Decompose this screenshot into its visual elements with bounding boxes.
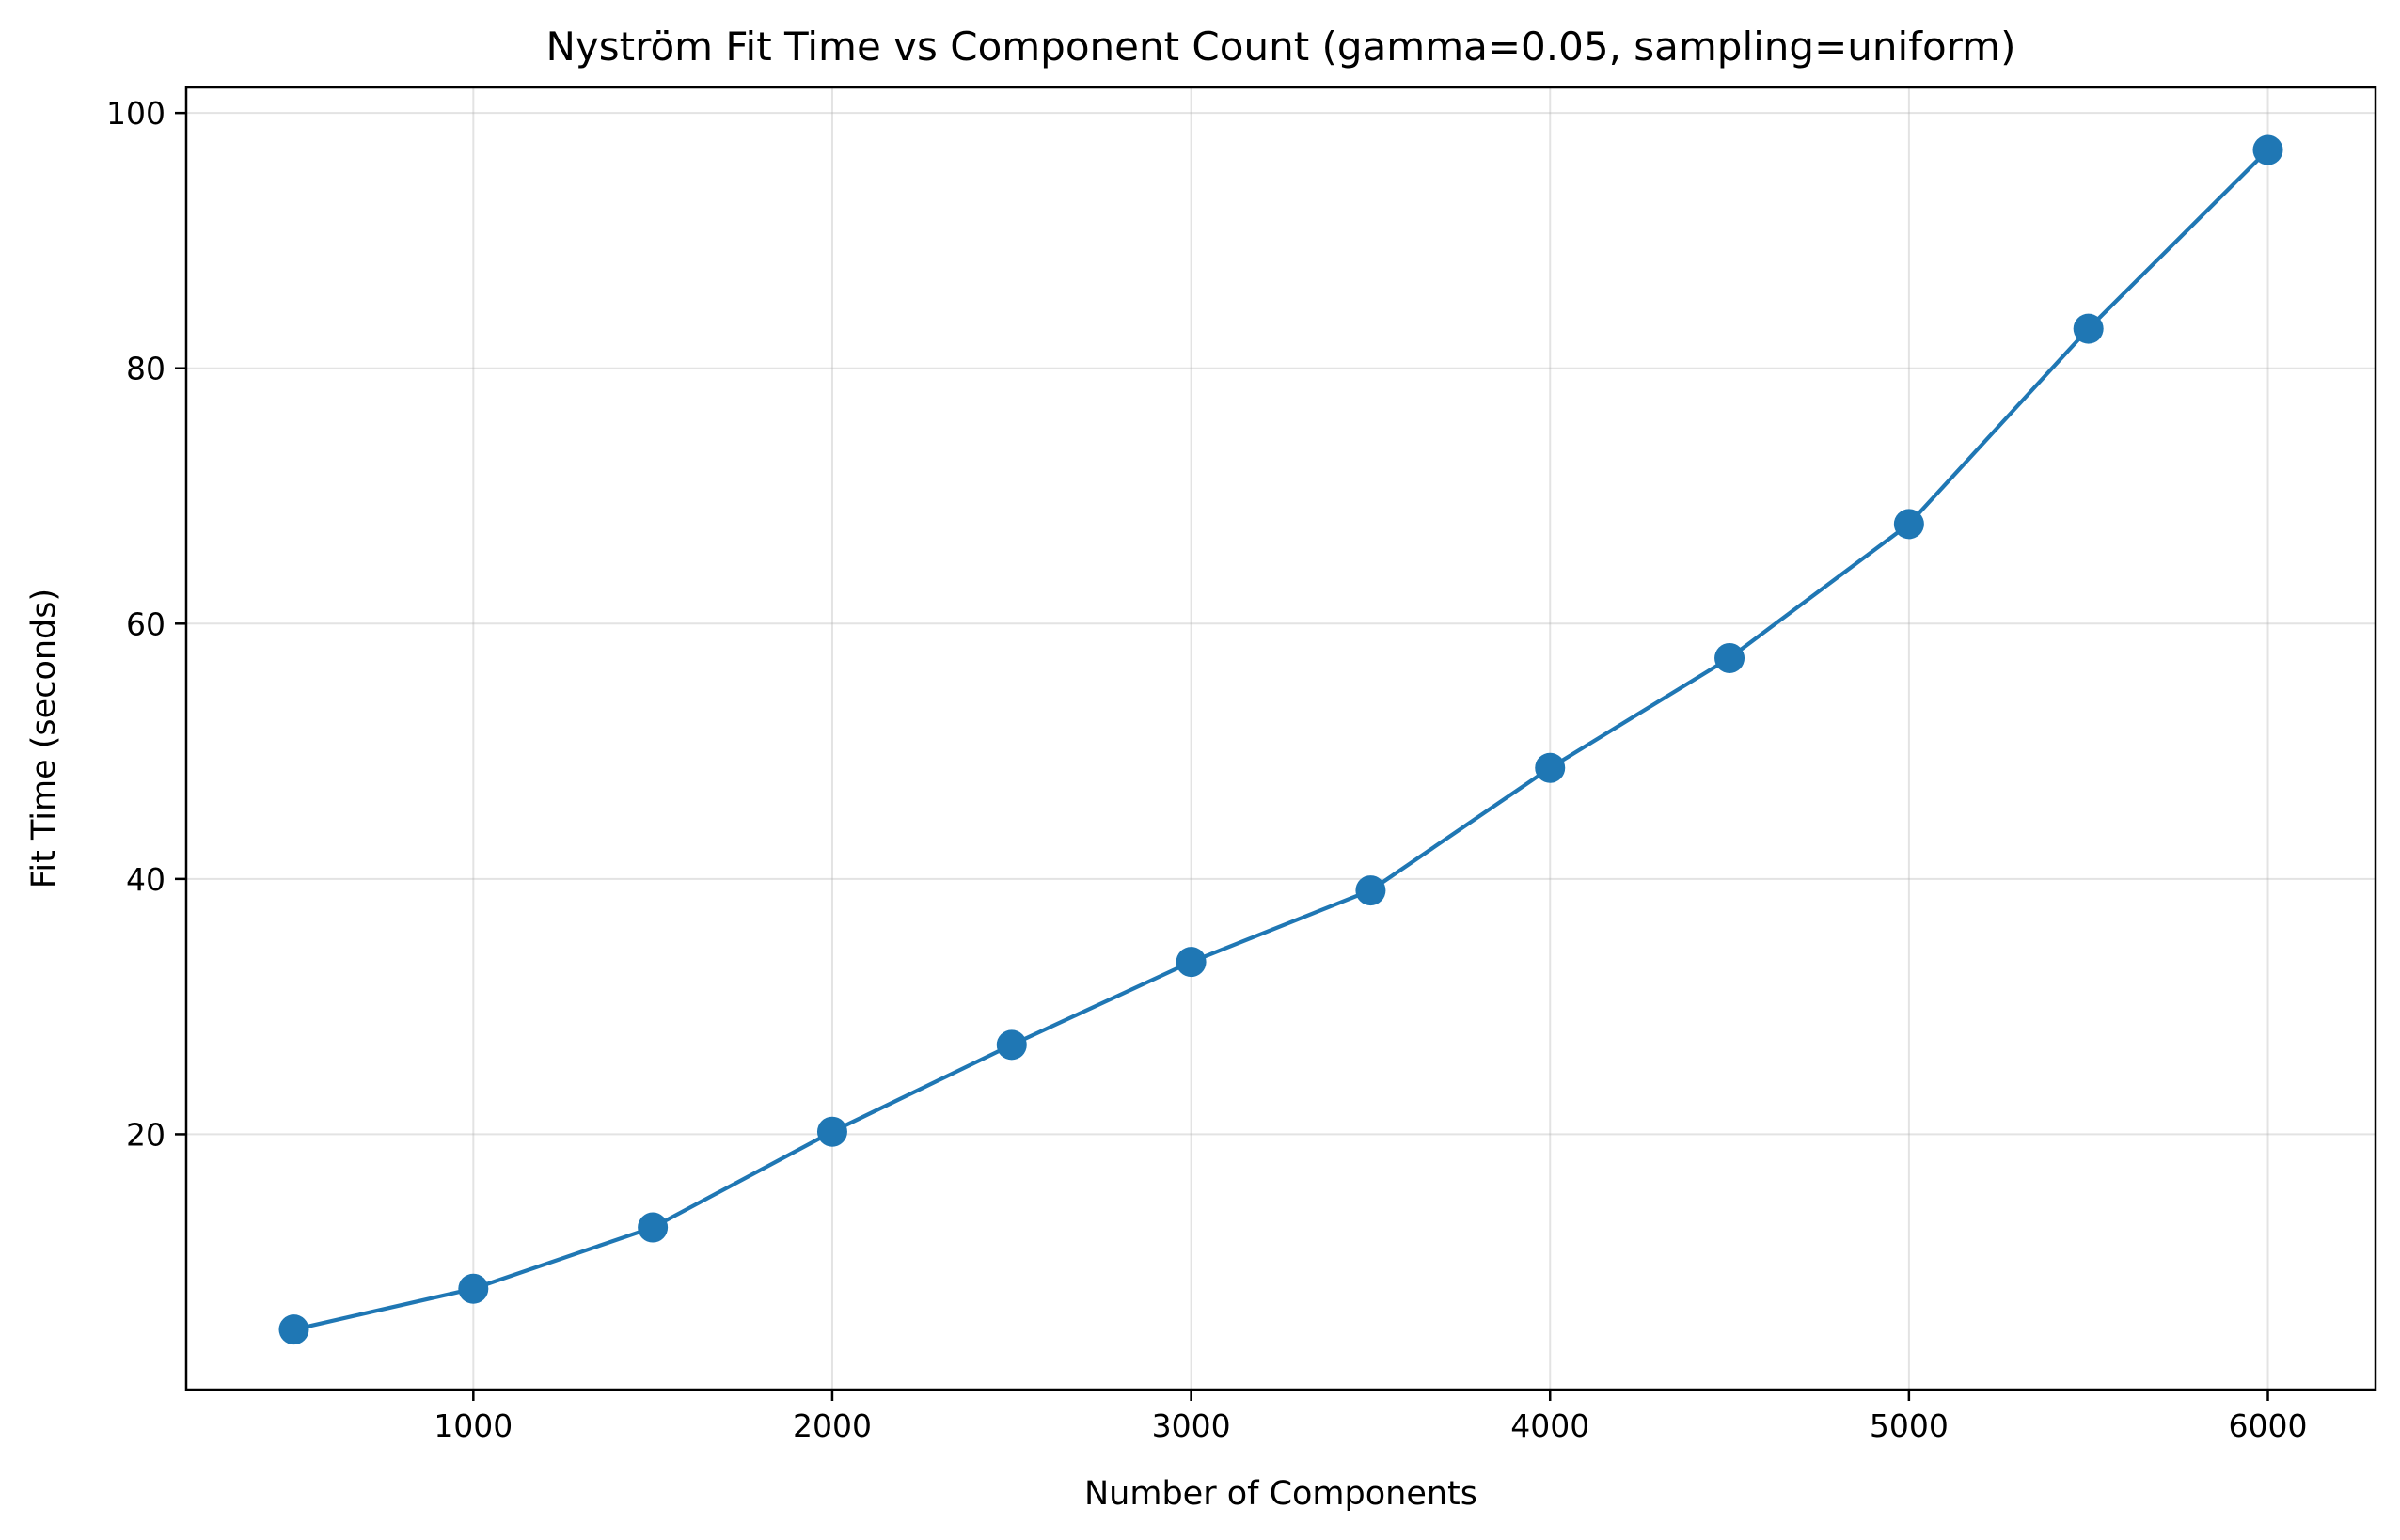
- data-point: [458, 1273, 489, 1304]
- data-point: [996, 1029, 1027, 1061]
- x-tick-label: 1000: [434, 1407, 513, 1444]
- chart-title: Nyström Fit Time vs Component Count (gam…: [546, 24, 2016, 70]
- data-point: [2252, 134, 2283, 165]
- y-tick-label: 80: [126, 351, 166, 387]
- x-axis-label: Number of Components: [1084, 1475, 1477, 1513]
- x-tick-label: 2000: [793, 1407, 872, 1444]
- y-tick-label: 40: [126, 861, 166, 898]
- x-tick-label: 4000: [1510, 1407, 1589, 1444]
- data-point: [1176, 947, 1207, 978]
- data-point: [1355, 875, 1386, 906]
- data-point: [1535, 752, 1566, 783]
- series: [278, 134, 2283, 1345]
- grid: [186, 87, 2376, 1390]
- ticks: 1000 2000 3000 4000 5000 6000 20 40 60 80 100: [106, 95, 2308, 1444]
- y-tick-label: 60: [126, 605, 166, 642]
- data-point: [816, 1116, 847, 1147]
- x-tick-label: 5000: [1870, 1407, 1949, 1444]
- data-point: [2073, 313, 2104, 344]
- data-point: [278, 1314, 309, 1345]
- data-point: [1893, 509, 1924, 540]
- data-point: [1714, 642, 1745, 673]
- x-tick-label: 6000: [2229, 1407, 2308, 1444]
- y-axis-label: Fit Time (seconds): [25, 589, 63, 888]
- x-tick-label: 3000: [1152, 1407, 1231, 1444]
- y-tick-label: 20: [126, 1116, 166, 1153]
- plot-frame: [184, 86, 2377, 1391]
- series-line: [293, 149, 2269, 1332]
- data-point: [638, 1212, 669, 1243]
- y-tick-label: 100: [106, 95, 166, 132]
